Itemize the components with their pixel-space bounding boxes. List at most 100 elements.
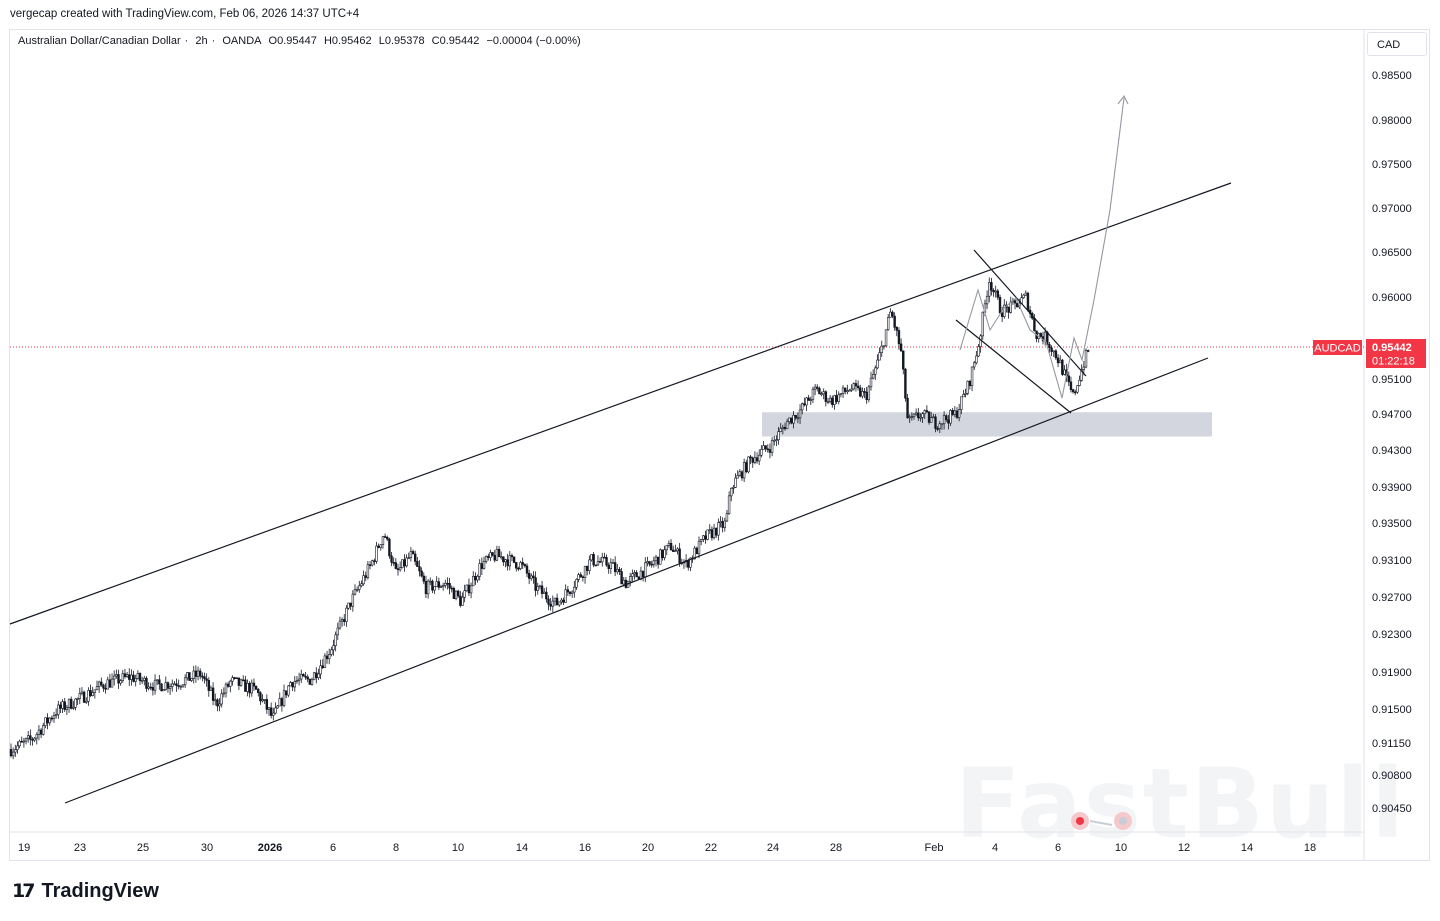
candle-up [667,542,671,546]
flag-upper-line [973,249,1087,377]
candle-down [695,547,699,555]
candle-down [936,428,939,430]
candle-down [904,368,907,399]
legend-broker: OANDA [222,35,262,47]
candle-down [996,290,1000,298]
candle-up [702,535,705,540]
candle-up [886,317,890,331]
candle-down [585,565,589,571]
candle-up [867,386,871,401]
legend-change: −0.00004 (−0.00%) [486,35,581,47]
candle-up [609,562,613,569]
time-axis[interactable]: 19 23 25 30 2026 6 8 10 14 16 20 22 24 28 Feb 4 6 10 12 14 1… [18,842,1316,854]
candle-down [226,683,230,687]
price-tag-countdown: 01:22:18 [1372,356,1415,368]
price-axis[interactable]: 0.98500 0.98000 0.97500 0.97000 0.96500 0.960… [1372,70,1412,815]
candle-up [113,675,116,680]
candle-down [448,583,451,589]
candle-down [906,397,909,419]
candle-up [336,627,339,636]
candle-up [54,714,58,716]
candle-up [708,529,711,531]
candle-up [362,575,365,585]
candle-up [97,681,101,687]
candle-up [777,431,780,440]
candle-down [480,563,484,569]
candle-up [80,691,84,694]
candle-up [938,423,942,429]
time-tick-label: 28 [830,842,842,854]
tradingview-logo[interactable]: 17 TradingView [12,879,159,903]
candle-down [388,538,391,557]
chart-frame [9,29,1430,861]
candle-up [44,717,47,726]
candle-up [153,679,157,691]
candle-up [48,717,51,724]
symbol-legend[interactable]: Australian Dollar/Canadian Dollar · 2h · O… [18,35,581,47]
candle-up [833,395,836,405]
time-tick-label: 18 [1304,842,1316,854]
time-tick-label: 6 [1055,842,1061,854]
candle-down [82,691,86,703]
candle-up [871,374,875,379]
candle-up [953,410,957,415]
candle-down [493,555,496,561]
candle-up [542,591,546,594]
candle-down [1061,359,1064,375]
candle-up [652,560,656,565]
fastbull-watermark: FastBull [955,748,1407,860]
candle-down [201,675,204,678]
candle-up [837,394,840,402]
candle-up [639,570,643,580]
candle-up [482,560,486,569]
candle-up [295,680,299,682]
candle-up [140,680,144,682]
candle-down [252,682,256,687]
candle-down [149,686,152,689]
candle-down [506,559,509,567]
candle-up [770,440,774,453]
candle-up [441,585,445,587]
candle-down [854,383,858,387]
candle-down [648,561,651,565]
candle-up [312,672,316,681]
candle-down [450,587,453,590]
candle-up [942,415,946,425]
candle-down [392,562,395,564]
candle-down [594,564,598,567]
candle-down [257,689,260,694]
candle-down [117,674,120,684]
candle-up [798,409,802,419]
candle-up [495,548,499,561]
candle-up [87,690,90,702]
candle-up [375,545,378,562]
candle-down [562,599,565,603]
drawings[interactable] [9,94,1232,804]
candle-down [831,397,834,405]
candle-down [244,679,247,692]
candle-up [433,586,436,591]
currency-button[interactable]: CAD [1367,32,1427,56]
candle-down [383,536,387,538]
candle-down [411,551,415,555]
candle-down [766,448,770,451]
candle-up [276,705,279,709]
candle-up [757,454,761,462]
candle-down [824,391,828,402]
candle-up [659,549,662,565]
candle-up [781,426,785,429]
candle-down [549,603,552,607]
candle-up [805,397,808,406]
candle-down [128,674,131,680]
candle-up [366,564,370,578]
candle-up [734,477,737,488]
candle-down [891,311,894,317]
candle-down [641,570,645,578]
candle-up [330,649,333,655]
candle-up [67,698,71,708]
candle-down [704,535,707,540]
time-tick-label: 12 [1178,842,1190,854]
candle-up [631,573,634,577]
channel-lower-line [64,357,1209,804]
